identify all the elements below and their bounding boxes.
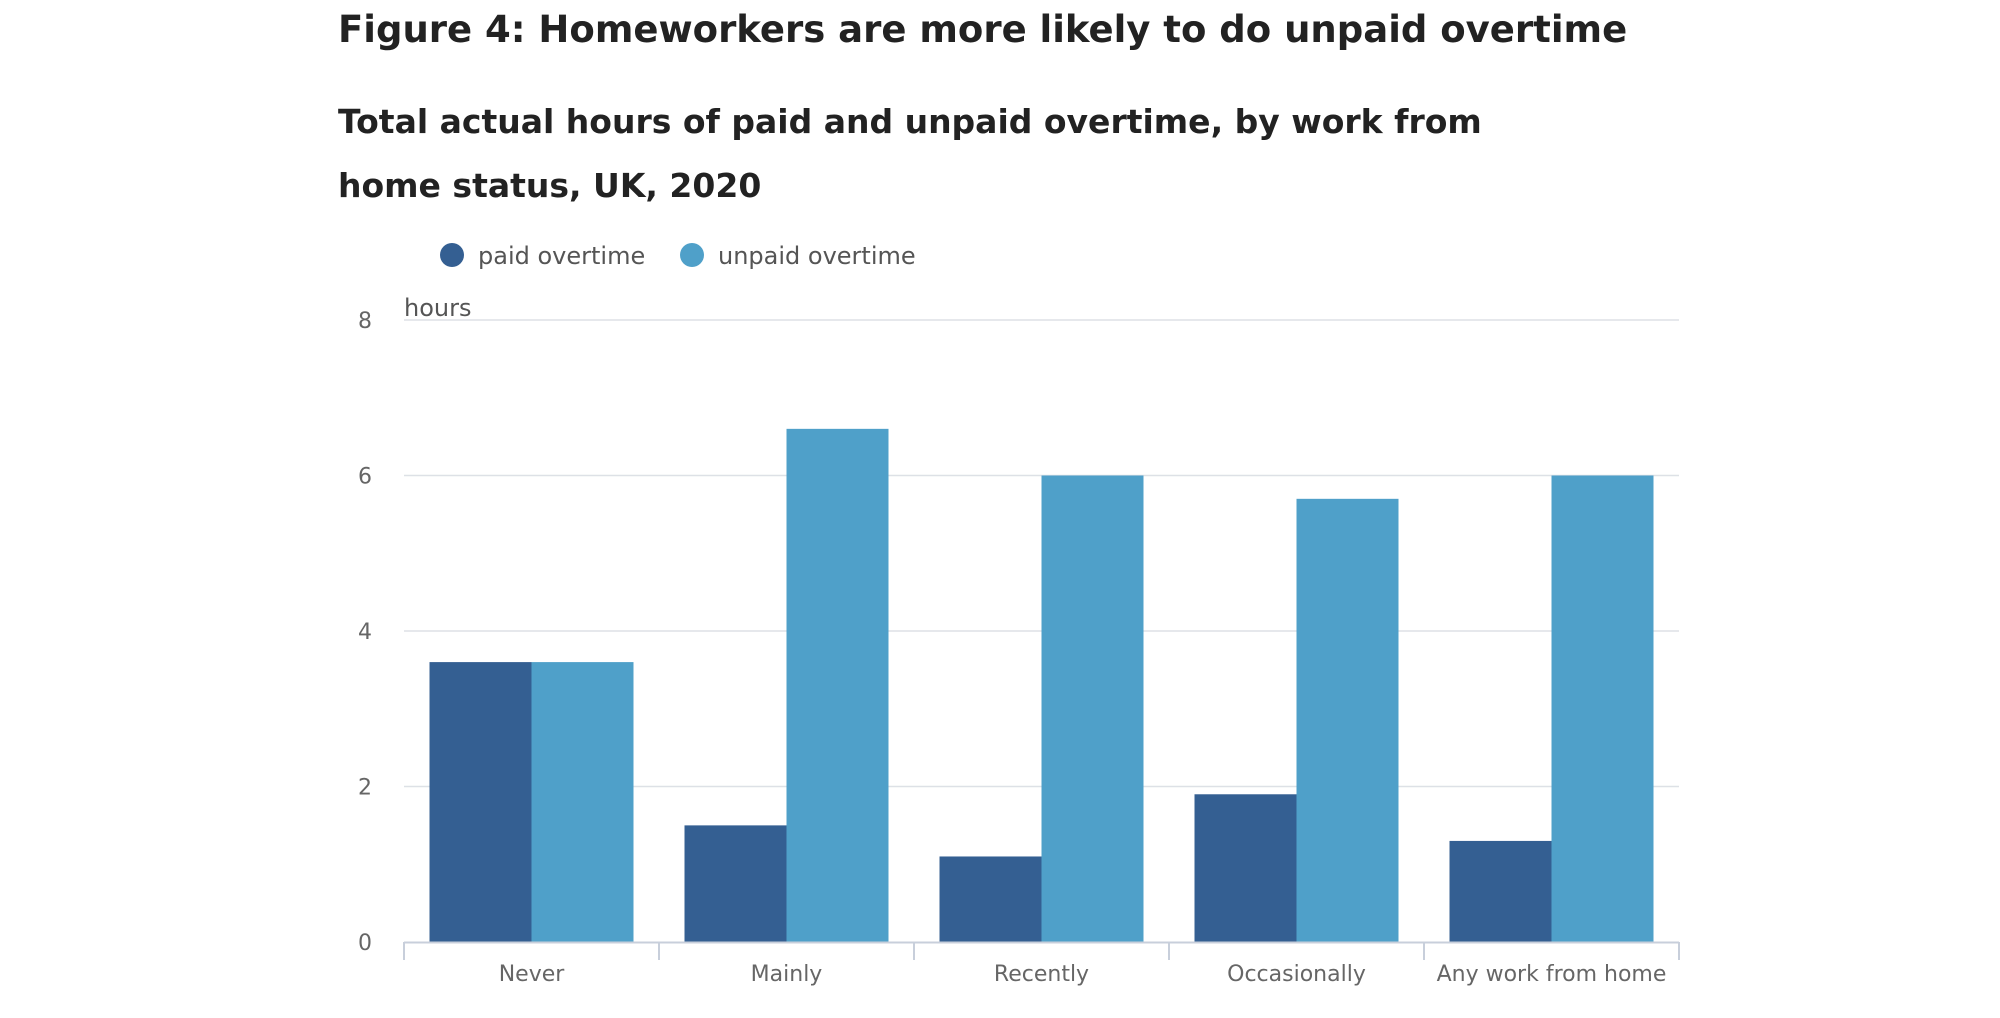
bar-unpaid-overtime [1551,475,1654,942]
x-tick-label: Occasionally [1227,962,1366,987]
bar-unpaid-overtime [531,662,634,942]
legend-swatch [440,243,464,267]
x-tick-label: Any work from home [1437,962,1667,987]
x-tick-label: Recently [994,962,1089,987]
x-tick-label: Mainly [751,962,823,987]
bar-unpaid-overtime [1296,498,1399,942]
legend-swatch [680,243,704,267]
bars [429,428,1654,943]
legend-label: paid overtime [478,242,645,270]
bar-paid-overtime [1194,794,1297,942]
chart-subtitle: Total actual hours of paid and unpaid ov… [338,102,1482,205]
bar-unpaid-overtime [1041,475,1144,942]
bar-paid-overtime [429,662,532,942]
y-tick-label: 2 [358,776,372,801]
bar-unpaid-overtime [786,428,889,943]
chart-title: Figure 4: Homeworkers are more likely to… [338,8,1628,51]
x-axis: Never Mainly Recently Occasionally Any work … [403,941,1680,987]
y-axis-unit-label: hours [404,294,471,322]
y-tick-label: 0 [358,931,372,956]
y-tick-label: 6 [358,465,372,490]
bar-paid-overtime [939,856,1042,942]
y-axis-ticks: 0 2 4 6 8 [358,309,372,956]
legend-label: unpaid overtime [718,242,916,270]
y-tick-label: 8 [358,309,372,334]
y-tick-label: 4 [358,620,372,645]
bar-paid-overtime [1449,840,1552,942]
chart-legend: paid overtime unpaid overtime [440,242,916,270]
x-tick-label: Never [499,962,566,987]
bar-paid-overtime [684,825,787,942]
